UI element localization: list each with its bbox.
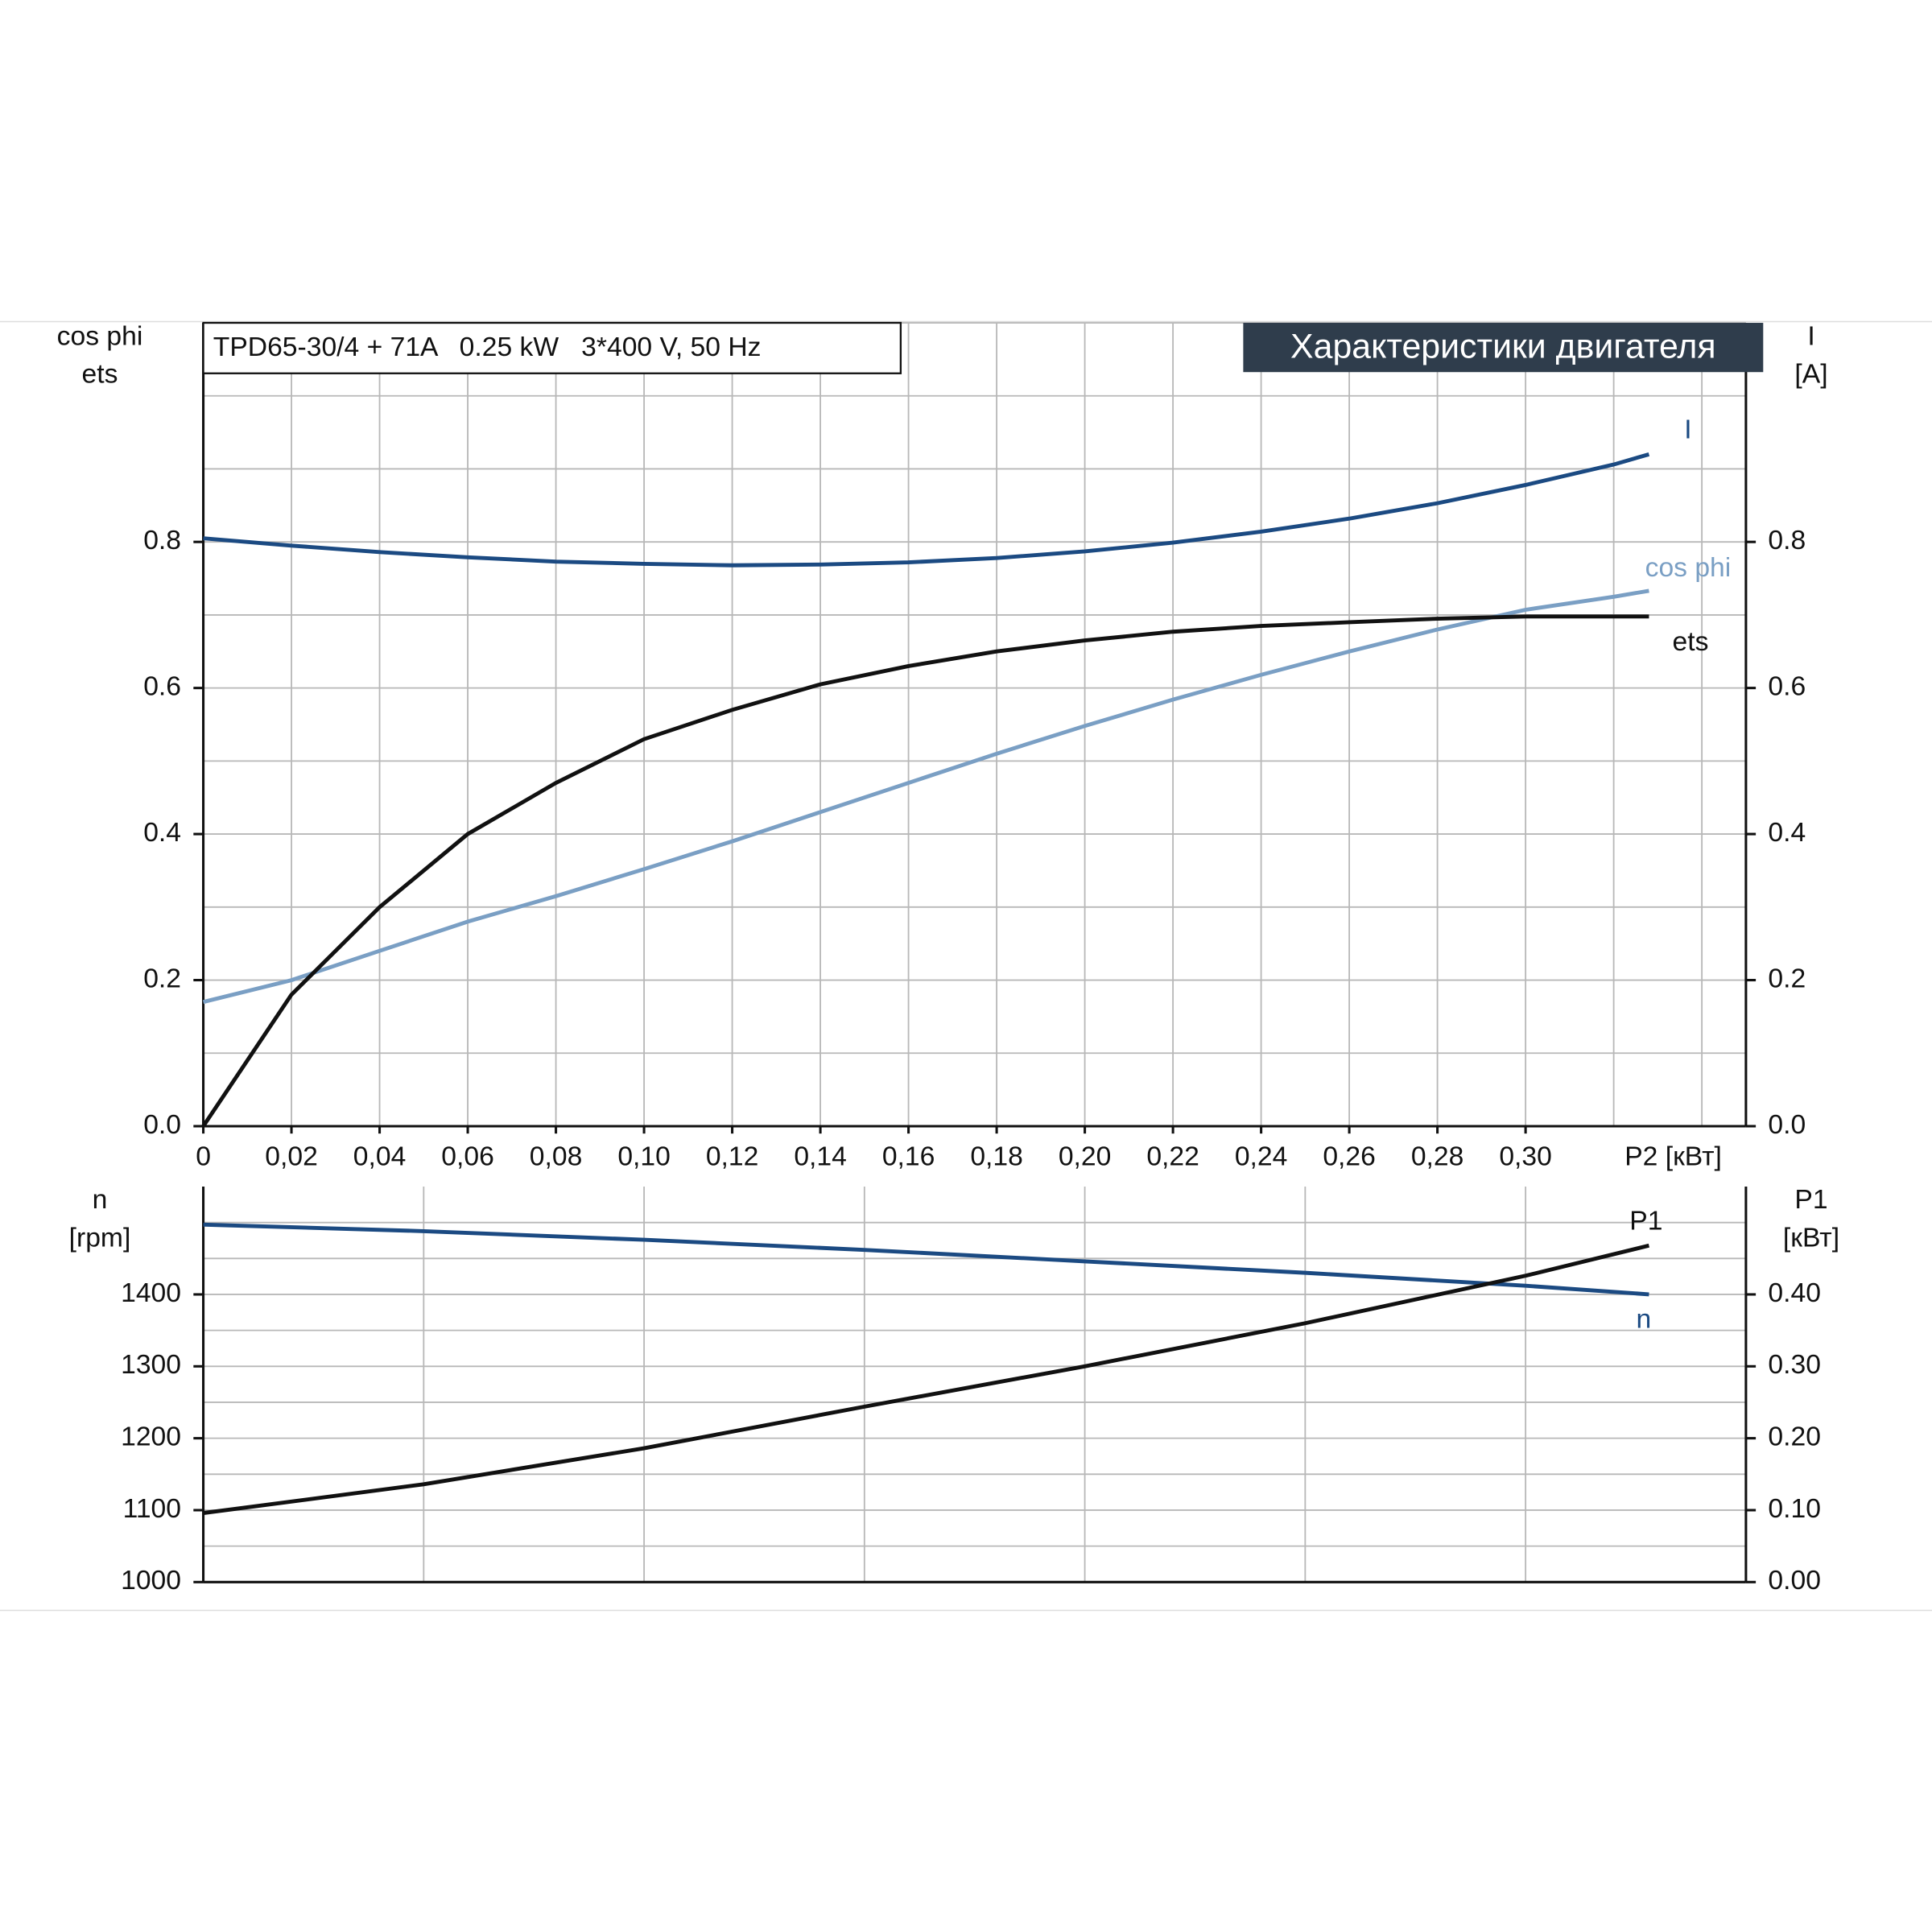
y2-tick-label: 0.00 bbox=[1768, 1566, 1821, 1596]
x-tick-label: 0,10 bbox=[617, 1142, 671, 1172]
y2-axis-label: [кВт] bbox=[1783, 1224, 1839, 1253]
y2-tick-label: 0.10 bbox=[1768, 1494, 1821, 1524]
series-label: cos phi bbox=[1645, 553, 1732, 583]
y2-axis-label: I bbox=[1807, 321, 1814, 351]
x-tick-label: 0,22 bbox=[1146, 1142, 1199, 1172]
x-tick-label: 0,02 bbox=[265, 1142, 318, 1172]
chart-subtitle: TPD65-30/4 + 71A 0.25 kW 3*400 V, 50 Hz bbox=[213, 332, 762, 362]
x-tick-label: 0,08 bbox=[530, 1142, 583, 1172]
x-tick-label: 0 bbox=[196, 1142, 211, 1172]
x-tick-label: 0,04 bbox=[353, 1142, 407, 1172]
y-axis-label: [rpm] bbox=[69, 1224, 131, 1253]
title-box bbox=[1243, 323, 1764, 373]
y-axis-label: cos phi bbox=[57, 321, 143, 351]
y2-tick-label: 0.8 bbox=[1768, 526, 1806, 555]
y-tick-label: 1400 bbox=[121, 1278, 181, 1308]
y2-axis-label: [A] bbox=[1794, 360, 1827, 390]
info-box bbox=[202, 321, 902, 374]
x-tick-label: 0,26 bbox=[1323, 1142, 1376, 1172]
series-line bbox=[203, 1222, 1649, 1297]
y-tick-label: 1200 bbox=[121, 1422, 181, 1452]
y2-tick-label: 0.40 bbox=[1768, 1278, 1821, 1308]
x-tick-label: 0,30 bbox=[1499, 1142, 1552, 1172]
y2-tick-label: 0.4 bbox=[1768, 818, 1806, 848]
y-tick-label: 1300 bbox=[121, 1350, 181, 1380]
x-tick-label: 0,14 bbox=[794, 1142, 847, 1172]
series-line bbox=[201, 614, 1649, 1128]
y2-axis-label: P1 bbox=[1794, 1185, 1827, 1215]
series-label: ets bbox=[1673, 627, 1709, 657]
series-line bbox=[203, 1243, 1650, 1516]
y2-tick-label: 0.2 bbox=[1768, 964, 1806, 993]
x-tick-label: 0,28 bbox=[1411, 1142, 1464, 1172]
series-label: P1 bbox=[1629, 1206, 1662, 1236]
x-tick-label: 0,12 bbox=[706, 1142, 759, 1172]
y-tick-label: 0.0 bbox=[143, 1110, 181, 1140]
y2-tick-label: 0.20 bbox=[1768, 1422, 1821, 1452]
x-tick-label: 0,06 bbox=[441, 1142, 494, 1172]
y2-tick-label: 0.30 bbox=[1768, 1350, 1821, 1380]
chart-title: Характеристики двигателя bbox=[1290, 327, 1716, 365]
y-axis-label: n bbox=[93, 1185, 108, 1215]
x-tick-label: 0,20 bbox=[1059, 1142, 1112, 1172]
x-tick-label: 0,16 bbox=[882, 1142, 935, 1172]
y-tick-label: 1100 bbox=[123, 1494, 181, 1524]
y2-tick-label: 0.6 bbox=[1768, 672, 1806, 702]
series-label: n bbox=[1636, 1305, 1651, 1335]
y2-tick-label: 0.0 bbox=[1768, 1110, 1806, 1140]
x-tick-label: 0,24 bbox=[1235, 1142, 1288, 1172]
series-line bbox=[202, 588, 1649, 1005]
y-tick-label: 0.8 bbox=[143, 526, 181, 555]
x-tick-label: 0,18 bbox=[970, 1142, 1023, 1172]
series-line bbox=[203, 452, 1650, 568]
series-label: I bbox=[1684, 415, 1691, 445]
y-tick-label: 0.4 bbox=[143, 818, 181, 848]
y-tick-label: 1000 bbox=[121, 1566, 181, 1596]
y-axis-label: ets bbox=[82, 360, 118, 390]
x-axis-label: P2 [кВт] bbox=[1624, 1142, 1722, 1172]
y-tick-label: 0.6 bbox=[143, 672, 181, 702]
y-tick-label: 0.2 bbox=[143, 964, 181, 993]
